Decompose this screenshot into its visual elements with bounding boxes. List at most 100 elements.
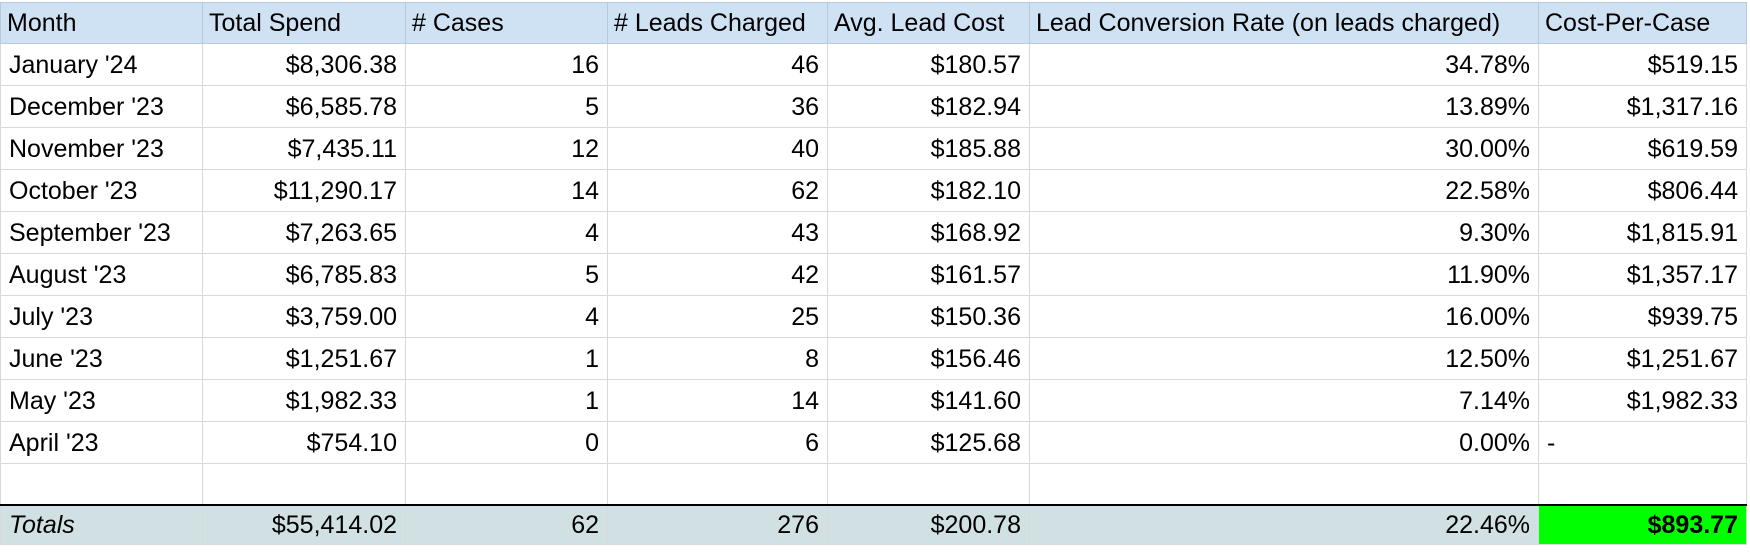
table-row: July '23 $3,759.00 4 25 $150.36 16.00% $939.75 <box>0 295 1747 338</box>
cell-conversion-rate[interactable]: 13.89% <box>1029 85 1539 128</box>
cell-leads-charged[interactable]: 40 <box>607 127 828 170</box>
cell-cost-per-case[interactable]: $1,251.67 <box>1538 337 1747 380</box>
cell-total-spend[interactable]: $7,435.11 <box>202 127 406 170</box>
empty-cell[interactable] <box>607 463 828 506</box>
cell-month[interactable]: September '23 <box>0 211 203 254</box>
cell-cases[interactable]: 1 <box>405 379 608 422</box>
header-row: Month Total Spend # Cases # Leads Charge… <box>0 2 1747 44</box>
totals-label[interactable]: Totals <box>0 504 203 545</box>
cell-total-spend[interactable]: $6,785.83 <box>202 253 406 296</box>
cell-leads-charged[interactable]: 42 <box>607 253 828 296</box>
cell-cases[interactable]: 4 <box>405 211 608 254</box>
cell-leads-charged[interactable]: 43 <box>607 211 828 254</box>
cell-conversion-rate[interactable]: 0.00% <box>1029 421 1539 464</box>
cell-month[interactable]: April '23 <box>0 421 203 464</box>
cell-month[interactable]: July '23 <box>0 295 203 338</box>
cell-cases[interactable]: 12 <box>405 127 608 170</box>
cell-cases[interactable]: 4 <box>405 295 608 338</box>
cell-leads-charged[interactable]: 8 <box>607 337 828 380</box>
cell-conversion-rate[interactable]: 22.58% <box>1029 169 1539 212</box>
empty-cell[interactable] <box>1538 463 1747 506</box>
totals-cost-per-case[interactable]: $893.77 <box>1538 504 1747 545</box>
table-row: May '23 $1,982.33 1 14 $141.60 7.14% $1,982.33 <box>0 379 1747 422</box>
header-cases[interactable]: # Cases <box>405 2 608 44</box>
cell-month[interactable]: November '23 <box>0 127 203 170</box>
cell-month[interactable]: October '23 <box>0 169 203 212</box>
cell-month[interactable]: May '23 <box>0 379 203 422</box>
header-total-spend[interactable]: Total Spend <box>202 2 406 44</box>
cell-leads-charged[interactable]: 46 <box>607 43 828 86</box>
totals-avg-lead-cost[interactable]: $200.78 <box>827 504 1030 545</box>
cell-leads-charged[interactable]: 25 <box>607 295 828 338</box>
totals-cases[interactable]: 62 <box>405 504 608 545</box>
header-month[interactable]: Month <box>0 2 203 44</box>
cell-cost-per-case[interactable]: $1,317.16 <box>1538 85 1747 128</box>
cell-cost-per-case[interactable]: - <box>1538 421 1747 464</box>
cell-total-spend[interactable]: $7,263.65 <box>202 211 406 254</box>
cell-total-spend[interactable]: $11,290.17 <box>202 169 406 212</box>
cell-cases[interactable]: 1 <box>405 337 608 380</box>
cell-total-spend[interactable]: $6,585.78 <box>202 85 406 128</box>
cell-cost-per-case[interactable]: $519.15 <box>1538 43 1747 86</box>
header-avg-lead-cost[interactable]: Avg. Lead Cost <box>827 2 1030 44</box>
cell-total-spend[interactable]: $8,306.38 <box>202 43 406 86</box>
empty-cell[interactable] <box>202 463 406 506</box>
cell-leads-charged[interactable]: 6 <box>607 421 828 464</box>
cell-cost-per-case[interactable]: $806.44 <box>1538 169 1747 212</box>
cell-conversion-rate[interactable]: 12.50% <box>1029 337 1539 380</box>
cell-conversion-rate[interactable]: 11.90% <box>1029 253 1539 296</box>
empty-cell[interactable] <box>1029 463 1539 506</box>
cell-cost-per-case[interactable]: $939.75 <box>1538 295 1747 338</box>
cell-cases[interactable]: 14 <box>405 169 608 212</box>
cell-avg-lead-cost[interactable]: $168.92 <box>827 211 1030 254</box>
table-row: August '23 $6,785.83 5 42 $161.57 11.90% $1,35… <box>0 253 1747 296</box>
cell-month[interactable]: August '23 <box>0 253 203 296</box>
cell-avg-lead-cost[interactable]: $161.57 <box>827 253 1030 296</box>
cell-conversion-rate[interactable]: 16.00% <box>1029 295 1539 338</box>
cell-conversion-rate[interactable]: 30.00% <box>1029 127 1539 170</box>
totals-row: Totals $55,414.02 62 276 $200.78 22.46% $893.7… <box>0 504 1747 545</box>
cell-leads-charged[interactable]: 36 <box>607 85 828 128</box>
totals-total-spend[interactable]: $55,414.02 <box>202 504 406 545</box>
cell-avg-lead-cost[interactable]: $182.94 <box>827 85 1030 128</box>
empty-cell[interactable] <box>0 463 203 506</box>
cell-avg-lead-cost[interactable]: $180.57 <box>827 43 1030 86</box>
cell-avg-lead-cost[interactable]: $150.36 <box>827 295 1030 338</box>
cell-leads-charged[interactable]: 14 <box>607 379 828 422</box>
empty-cell[interactable] <box>405 463 608 506</box>
cell-cost-per-case[interactable]: $1,815.91 <box>1538 211 1747 254</box>
totals-conversion-rate[interactable]: 22.46% <box>1029 504 1539 545</box>
cell-cases[interactable]: 16 <box>405 43 608 86</box>
cell-cases[interactable]: 5 <box>405 253 608 296</box>
table-body: January '24 $8,306.38 16 46 $180.57 34.78% $51… <box>0 43 1747 545</box>
table-row: June '23 $1,251.67 1 8 $156.46 12.50% $1,251.6… <box>0 337 1747 380</box>
cell-avg-lead-cost[interactable]: $185.88 <box>827 127 1030 170</box>
cell-avg-lead-cost[interactable]: $156.46 <box>827 337 1030 380</box>
empty-cell[interactable] <box>827 463 1030 506</box>
cell-conversion-rate[interactable]: 7.14% <box>1029 379 1539 422</box>
cell-conversion-rate[interactable]: 34.78% <box>1029 43 1539 86</box>
totals-leads-charged[interactable]: 276 <box>607 504 828 545</box>
cell-leads-charged[interactable]: 62 <box>607 169 828 212</box>
cell-avg-lead-cost[interactable]: $182.10 <box>827 169 1030 212</box>
cell-total-spend[interactable]: $754.10 <box>202 421 406 464</box>
cell-cost-per-case[interactable]: $1,357.17 <box>1538 253 1747 296</box>
cell-cost-per-case[interactable]: $1,982.33 <box>1538 379 1747 422</box>
cell-month[interactable]: December '23 <box>0 85 203 128</box>
cell-total-spend[interactable]: $1,982.33 <box>202 379 406 422</box>
header-leads-charged[interactable]: # Leads Charged <box>607 2 828 44</box>
cell-avg-lead-cost[interactable]: $141.60 <box>827 379 1030 422</box>
cell-cases[interactable]: 5 <box>405 85 608 128</box>
table-row: October '23 $11,290.17 14 62 $182.10 22.58% $8… <box>0 169 1747 212</box>
header-conversion-rate[interactable]: Lead Conversion Rate (on leads charged) <box>1029 2 1539 44</box>
header-cost-per-case[interactable]: Cost-Per-Case <box>1538 2 1747 44</box>
cell-total-spend[interactable]: $1,251.67 <box>202 337 406 380</box>
cell-cost-per-case[interactable]: $619.59 <box>1538 127 1747 170</box>
lead-cost-table: Month Total Spend # Cases # Leads Charge… <box>0 2 1747 545</box>
cell-total-spend[interactable]: $3,759.00 <box>202 295 406 338</box>
cell-conversion-rate[interactable]: 9.30% <box>1029 211 1539 254</box>
cell-cases[interactable]: 0 <box>405 421 608 464</box>
cell-month[interactable]: January '24 <box>0 43 203 86</box>
cell-month[interactable]: June '23 <box>0 337 203 380</box>
cell-avg-lead-cost[interactable]: $125.68 <box>827 421 1030 464</box>
